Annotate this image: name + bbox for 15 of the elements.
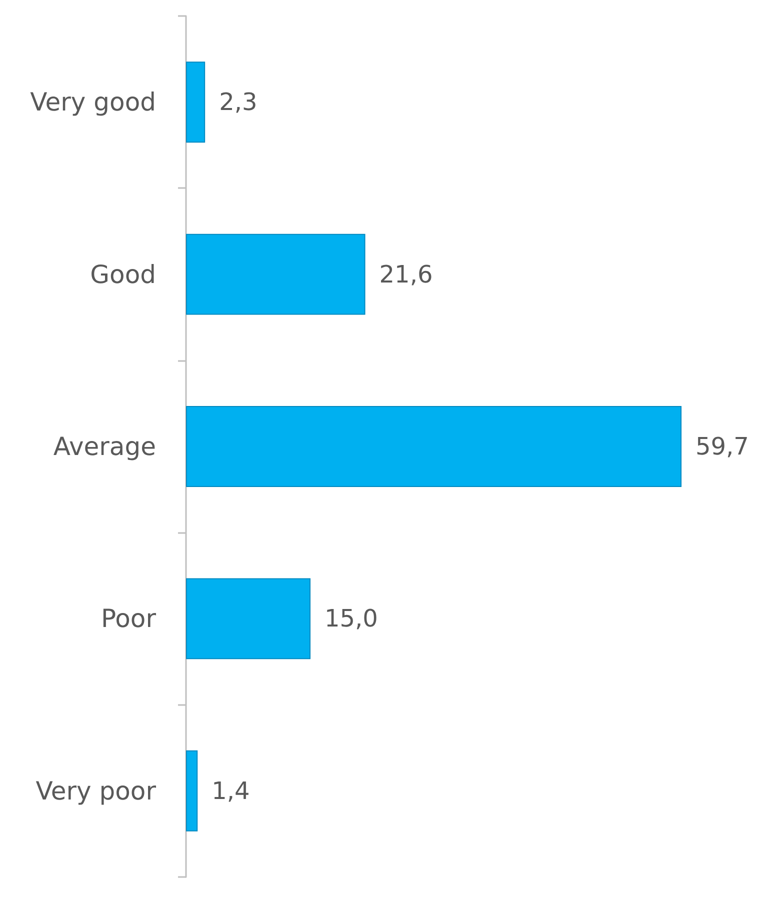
bar [186, 234, 366, 315]
y-tick-label: Average [53, 432, 156, 461]
y-tick-label: Good [90, 260, 156, 289]
data-label: 21,6 [379, 260, 433, 288]
y-tick-label: Very good [30, 88, 156, 117]
bar [186, 62, 206, 143]
bar [186, 406, 682, 487]
data-label: 15,0 [324, 604, 378, 633]
data-label: 1,4 [212, 776, 250, 805]
y-tick-label: Poor [100, 604, 157, 634]
data-label: 2,3 [219, 88, 258, 116]
y-tick-label: Very poor [36, 776, 157, 806]
data-label: 59,7 [696, 432, 749, 460]
bar [186, 750, 198, 832]
bar [186, 578, 310, 660]
